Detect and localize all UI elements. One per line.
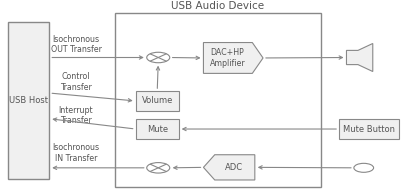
Text: DAC+HP
Amplifier: DAC+HP Amplifier <box>210 48 245 68</box>
Text: USB Audio Device: USB Audio Device <box>171 1 264 11</box>
Polygon shape <box>203 155 255 180</box>
FancyBboxPatch shape <box>8 22 49 179</box>
Polygon shape <box>346 43 373 72</box>
Text: Interrupt
Transfer: Interrupt Transfer <box>59 106 93 125</box>
FancyBboxPatch shape <box>136 91 179 111</box>
Polygon shape <box>203 42 263 73</box>
Text: Mute Button: Mute Button <box>343 125 395 133</box>
Text: USB Host: USB Host <box>9 96 48 105</box>
FancyBboxPatch shape <box>136 119 179 139</box>
Text: Mute: Mute <box>147 125 168 133</box>
Text: Control
Transfer: Control Transfer <box>60 72 92 92</box>
Text: Volume: Volume <box>141 96 173 106</box>
Text: Isochronous
OUT Transfer: Isochronous OUT Transfer <box>51 35 102 54</box>
FancyBboxPatch shape <box>339 119 399 139</box>
Text: Isochronous
IN Transfer: Isochronous IN Transfer <box>53 143 99 163</box>
Text: ADC: ADC <box>225 163 243 172</box>
